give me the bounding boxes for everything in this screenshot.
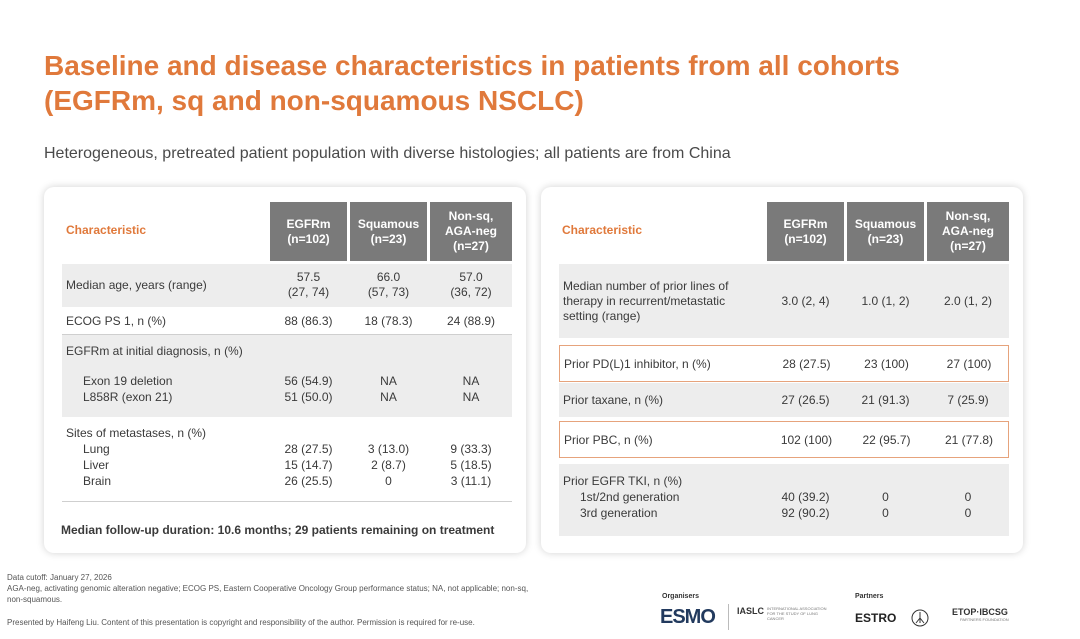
- table-row-prior-pbc: Prior PBC, n (%) 102 (100) 22 (95.7) 21 …: [559, 421, 1009, 458]
- partner-emblem-icon: [911, 609, 929, 627]
- partners-label: Partners: [855, 593, 884, 600]
- estro-logo: ESTRO: [855, 611, 897, 625]
- egfrm-column-header: EGFRm (n=102): [270, 202, 347, 261]
- nonsq-column-header: Non-sq, AGA-neg (n=27): [927, 202, 1009, 261]
- table-row-ecog: ECOG PS 1, n (%) 88 (86.3) 18 (78.3) 24 …: [62, 307, 512, 335]
- copyright-note: Presented by Haifeng Liu. Content of thi…: [7, 618, 475, 627]
- table-row-metastases: Sites of metastases, n (%) Lung 28 (27.5…: [62, 417, 512, 502]
- title-line-2: (EGFRm, sq and non-squamous NSCLC): [44, 85, 584, 116]
- table-row-age: Median age, years (range) 57.5 (27, 74) 6…: [62, 264, 512, 307]
- egfrm-column-header: EGFRm (n=102): [767, 202, 844, 261]
- iaslc-logo: IASLC INTERNATIONAL ASSOCIATION FOR THE …: [737, 606, 827, 621]
- esmo-logo: ESMO: [660, 606, 716, 628]
- data-cutoff: Data cutoff: January 27, 2026: [7, 573, 112, 582]
- right-table-card: Characteristic EGFRm (n=102) Squamous (n=2…: [541, 187, 1023, 553]
- left-table-card: Characteristic EGFRm (n=102) Squamous (n=2…: [44, 187, 526, 553]
- footnotes: Data cutoff: January 27, 2026 AGA-neg, a…: [7, 572, 607, 605]
- organisers-label: Organisers: [662, 593, 699, 600]
- abbreviations-cont: non-squamous.: [7, 595, 63, 604]
- squamous-column-header: Squamous (n=23): [847, 202, 924, 261]
- slide-subtitle: Heterogeneous, pretreated patient popula…: [44, 145, 731, 162]
- slide-title: Baseline and disease characteristics in …: [44, 48, 1044, 118]
- follow-up-note: Median follow-up duration: 10.6 months; …: [61, 523, 495, 537]
- table-row-egfrm-diagnosis: EGFRm at initial diagnosis, n (%) Exon 1…: [62, 335, 512, 417]
- table-row-prior-egfr-tki: Prior EGFR TKI, n (%) 1st/2nd generation…: [559, 464, 1009, 536]
- abbreviations: AGA-neg, activating genomic alteration n…: [7, 584, 529, 593]
- characteristic-header: Characteristic: [562, 223, 643, 237]
- characteristic-header: Characteristic: [66, 223, 147, 237]
- iaslc-subtitle: INTERNATIONAL ASSOCIATION FOR THE STUDY …: [767, 606, 827, 621]
- table-row-prior-taxane: Prior taxane, n (%) 27 (26.5) 21 (91.3) …: [559, 383, 1009, 417]
- etop-subtitle: PARTNERS FOUNDATION: [960, 617, 1009, 622]
- table-row-prior-pdl1: Prior PD(L)1 inhibitor, n (%) 28 (27.5) …: [559, 345, 1009, 382]
- nonsq-column-header: Non-sq, AGA-neg (n=27): [430, 202, 512, 261]
- table-row-prior-lines: Median number of prior lines of therapy i…: [559, 264, 1009, 338]
- title-line-1: Baseline and disease characteristics in …: [44, 50, 900, 81]
- squamous-column-header: Squamous (n=23): [350, 202, 427, 261]
- etop-logo: ETOP·IBCSG PARTNERS FOUNDATION: [952, 607, 1009, 622]
